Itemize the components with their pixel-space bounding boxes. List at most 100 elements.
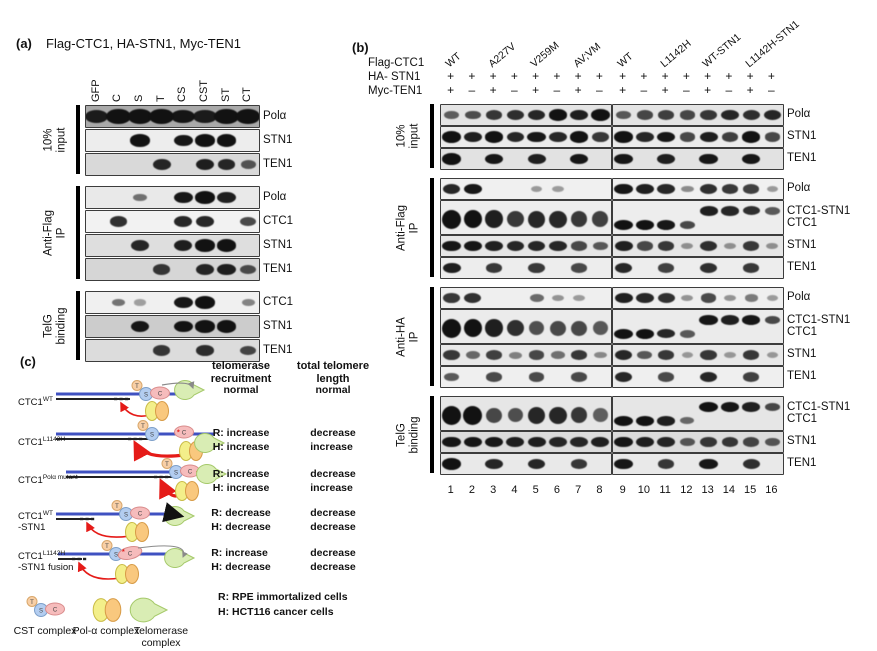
blot-target-label: STN1	[263, 319, 293, 332]
legend-label: Telomerase complex	[133, 625, 189, 649]
band	[681, 351, 694, 359]
band	[442, 436, 461, 448]
blot-target-label: CTC1-STN1 CTC1	[787, 313, 851, 339]
blot-target-label: CTC1	[263, 214, 294, 227]
band	[699, 401, 718, 412]
band	[86, 109, 109, 124]
band	[463, 405, 483, 425]
band	[700, 263, 718, 273]
blot-target-label: STN1	[787, 130, 817, 142]
blot-image	[440, 287, 612, 309]
blot-target-label: Polα	[787, 291, 811, 303]
band	[528, 320, 545, 336]
band	[681, 294, 694, 302]
blot-target-label: Polα	[787, 182, 811, 194]
panel-a-title: Flag-CTC1, HA-STN1, Myc-TEN1	[46, 36, 242, 51]
band	[766, 185, 779, 193]
lane-number: 3	[490, 484, 497, 496]
band	[444, 372, 460, 382]
svg-text:S: S	[150, 432, 154, 438]
blot-image	[612, 453, 784, 475]
group-bar	[76, 105, 80, 174]
band	[679, 437, 695, 447]
band	[635, 436, 654, 448]
blot-image	[85, 339, 260, 362]
band	[721, 184, 739, 194]
band	[700, 241, 718, 251]
band	[614, 349, 633, 361]
band	[569, 131, 589, 143]
band	[444, 110, 459, 120]
blot-image	[85, 129, 260, 152]
blot-image	[612, 235, 784, 257]
band	[549, 131, 567, 143]
panel-b-row-label-ha-stn1: HA- STN1	[368, 71, 421, 83]
band	[217, 263, 236, 276]
band	[549, 210, 567, 228]
band	[174, 191, 193, 204]
band	[656, 219, 676, 230]
group-label: 10% input	[395, 123, 421, 149]
band	[571, 263, 587, 273]
band	[134, 299, 146, 306]
legend-label: Pol-α complex	[72, 625, 140, 637]
band	[111, 298, 126, 307]
band	[528, 263, 545, 273]
svg-text:S: S	[124, 512, 128, 518]
band	[527, 210, 546, 228]
ha-stn1-plus-minus: +	[704, 69, 712, 83]
myc-ten1-plus-minus: +	[619, 83, 627, 97]
lane-label: C	[111, 94, 124, 102]
band	[679, 329, 695, 338]
band	[592, 321, 608, 336]
band	[216, 134, 237, 147]
blot-target-label: STN1	[787, 435, 817, 447]
band	[657, 329, 675, 339]
band	[592, 241, 608, 251]
ha-stn1-plus-minus: +	[510, 69, 518, 83]
scheme-row-label: CTC1WT	[18, 396, 53, 409]
band	[241, 298, 255, 307]
lane-label: GFP	[89, 79, 102, 102]
band	[721, 206, 739, 216]
band	[527, 240, 546, 252]
construct-label: A227V	[486, 40, 518, 70]
band	[658, 110, 675, 120]
ha-stn1-plus-minus: +	[640, 69, 648, 83]
lane-number: 9	[619, 484, 626, 496]
band	[193, 109, 217, 124]
band	[571, 372, 587, 382]
blot-image	[85, 291, 260, 314]
band	[741, 131, 761, 143]
myc-ten1-plus-minus: +	[746, 83, 754, 97]
band	[592, 211, 609, 227]
group-label: Anti-Flag IP	[395, 204, 421, 251]
svg-text:C: C	[128, 551, 133, 557]
blot-image	[612, 431, 784, 453]
panel-a-tag: (a)	[16, 36, 32, 51]
band	[195, 296, 215, 309]
band	[764, 437, 780, 447]
band	[764, 132, 781, 142]
band	[551, 294, 564, 302]
svg-text:T: T	[105, 544, 109, 550]
band	[742, 459, 760, 469]
band	[174, 239, 193, 252]
band	[721, 109, 739, 121]
band	[614, 458, 633, 470]
band	[742, 110, 760, 120]
band	[485, 210, 504, 228]
band	[614, 219, 634, 230]
band	[614, 262, 633, 274]
svg-text:T: T	[141, 424, 145, 430]
band	[573, 294, 585, 302]
blot-image	[85, 105, 260, 128]
band	[528, 372, 545, 382]
band	[195, 239, 215, 252]
band	[570, 109, 589, 121]
band	[742, 263, 760, 273]
band	[592, 132, 609, 142]
band	[570, 350, 588, 360]
svg-text:C: C	[188, 469, 193, 475]
band	[723, 294, 736, 302]
